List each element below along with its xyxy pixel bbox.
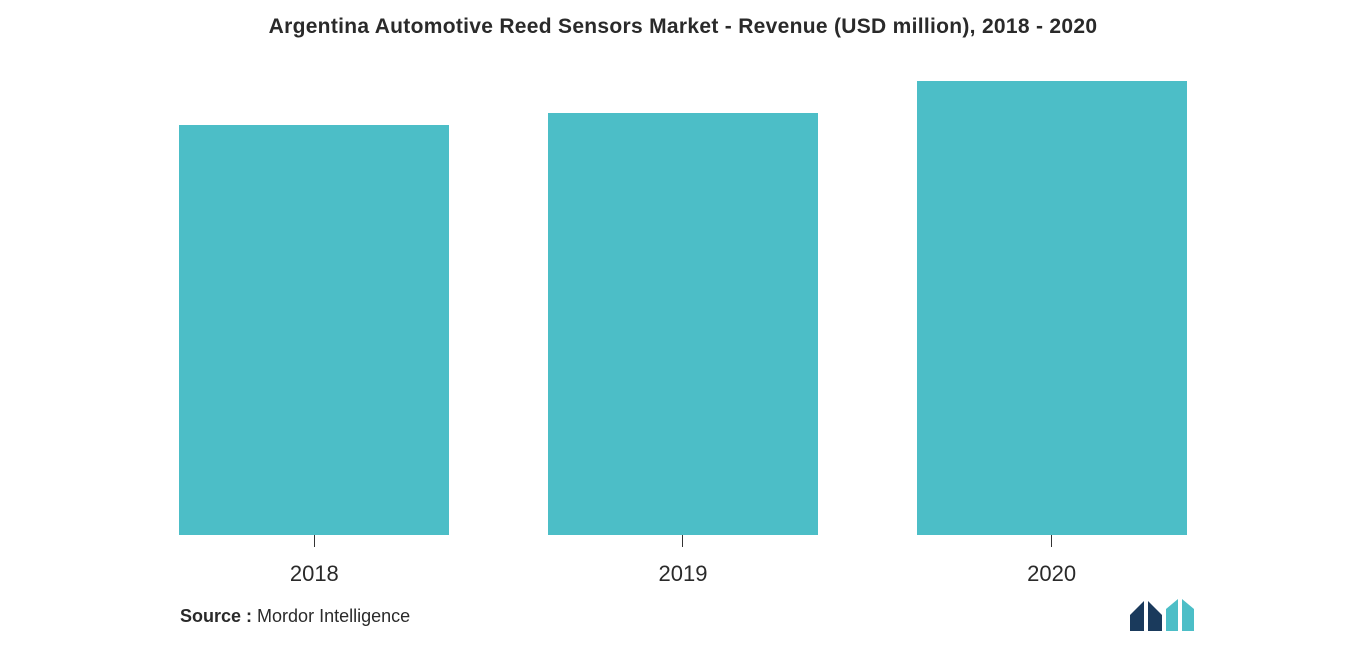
source-label: Source : bbox=[180, 606, 252, 626]
bar-group: 2018 bbox=[179, 125, 449, 587]
mordor-logo-icon bbox=[1126, 597, 1196, 635]
x-axis-label: 2019 bbox=[659, 561, 708, 587]
plot-area: 2018 2019 2020 bbox=[30, 79, 1336, 587]
x-axis-label: 2020 bbox=[1027, 561, 1076, 587]
bar-group: 2020 bbox=[917, 81, 1187, 587]
bar-group: 2019 bbox=[548, 113, 818, 587]
x-axis-label: 2018 bbox=[290, 561, 339, 587]
source-value: Mordor Intelligence bbox=[257, 606, 410, 626]
axis-tick bbox=[1051, 535, 1052, 547]
bar bbox=[917, 81, 1187, 535]
chart-footer: Source : Mordor Intelligence bbox=[30, 587, 1336, 635]
source-attribution: Source : Mordor Intelligence bbox=[180, 606, 410, 627]
axis-tick bbox=[314, 535, 315, 547]
bar bbox=[548, 113, 818, 535]
bar bbox=[179, 125, 449, 535]
axis-tick bbox=[682, 535, 683, 547]
logo-svg bbox=[1126, 597, 1196, 635]
chart-container: Argentina Automotive Reed Sensors Market… bbox=[0, 0, 1366, 655]
chart-title: Argentina Automotive Reed Sensors Market… bbox=[30, 15, 1336, 39]
